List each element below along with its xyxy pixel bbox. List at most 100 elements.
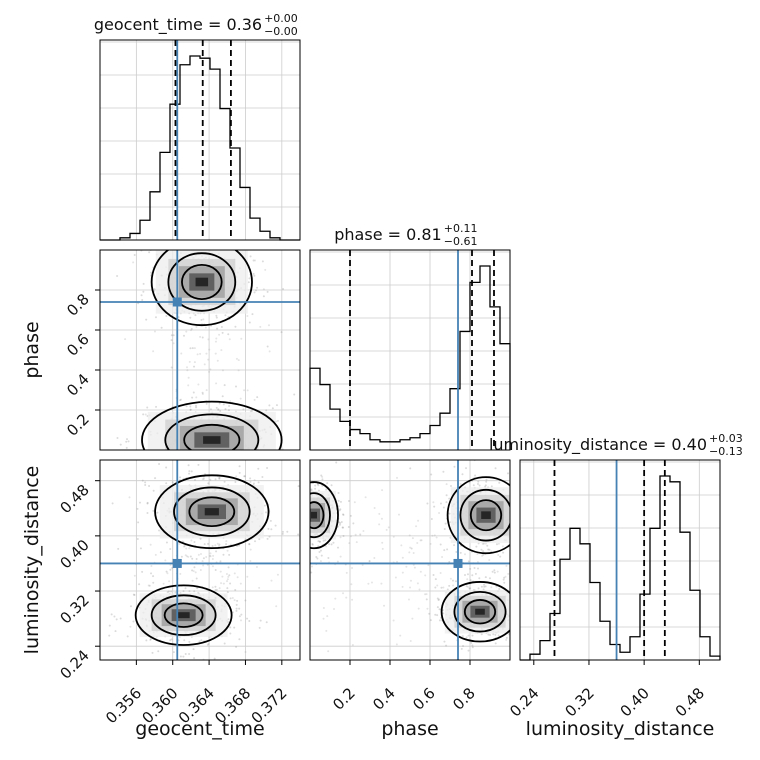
sample-point [301, 534, 303, 536]
sample-point [321, 475, 324, 478]
sample-point [226, 549, 229, 552]
sample-point [505, 564, 508, 567]
sample-point [515, 528, 517, 530]
sample-point [523, 509, 525, 511]
sample-point [219, 410, 222, 413]
sample-point [189, 408, 192, 411]
sample-point [148, 485, 151, 488]
sample-point [221, 575, 224, 578]
sample-point [194, 571, 197, 574]
sample-point [152, 492, 154, 494]
sample-point [207, 542, 210, 545]
sample-point [517, 520, 519, 522]
sample-point [290, 494, 292, 496]
sample-point [267, 527, 270, 530]
sample-point [483, 583, 486, 586]
sample-point [174, 591, 177, 594]
sample-point [249, 255, 252, 258]
sample-point [285, 445, 287, 447]
contour-line [141, 400, 283, 450]
sample-point [255, 289, 258, 292]
sample-point [195, 451, 197, 453]
sample-point [340, 521, 343, 524]
sample-point [246, 575, 249, 578]
sample-point [468, 587, 471, 590]
sample-point [229, 400, 232, 403]
sample-point [535, 524, 537, 526]
sample-point [461, 635, 464, 638]
sample-point [153, 330, 156, 333]
sample-point [465, 585, 468, 588]
sample-point [400, 544, 403, 547]
sample-point [305, 528, 307, 530]
sample-point [191, 569, 194, 572]
panel-frame [309, 459, 511, 661]
sample-point [138, 501, 141, 504]
sample-point [513, 514, 515, 516]
sample-point [515, 523, 517, 525]
sample-point [207, 451, 209, 453]
sample-point [234, 385, 237, 388]
sample-point [306, 496, 308, 498]
sample-point [245, 244, 247, 246]
sample-point [125, 440, 128, 443]
sample-point [311, 543, 314, 546]
sample-point [438, 598, 441, 601]
sample-point [513, 617, 515, 619]
sample-point [205, 467, 207, 469]
sample-point [261, 237, 263, 239]
title-minus: −0.61 [444, 235, 478, 248]
sample-point [220, 349, 223, 352]
sample-point [184, 544, 187, 547]
sample-point [233, 451, 235, 453]
sample-point [408, 551, 411, 554]
sample-point [170, 638, 173, 641]
sample-point [448, 560, 451, 563]
sample-point [281, 532, 284, 535]
sample-point [459, 482, 462, 485]
sample-point [387, 526, 390, 529]
sample-point [256, 286, 259, 289]
sample-point [146, 512, 149, 515]
density-block [475, 608, 485, 615]
sample-point [339, 500, 342, 503]
sample-point [516, 623, 518, 625]
sample-point [289, 518, 291, 520]
sample-point [511, 541, 513, 543]
sample-point [197, 469, 199, 471]
sample-point [274, 524, 277, 527]
sample-point [261, 260, 264, 263]
sample-point [133, 254, 136, 257]
sample-point [253, 398, 256, 401]
sample-point [448, 497, 451, 500]
sample-point [132, 620, 135, 623]
sample-point [258, 453, 260, 455]
sample-point [317, 484, 320, 487]
sample-point [221, 149, 223, 151]
sample-point [459, 551, 462, 554]
sample-point [452, 579, 455, 582]
sample-point [167, 590, 170, 593]
sample-point [368, 560, 371, 563]
sample-point [152, 350, 155, 353]
sample-point [361, 563, 364, 566]
sample-point [310, 488, 313, 491]
sample-point [516, 553, 518, 555]
sample-point [228, 574, 231, 577]
sample-point [444, 522, 447, 525]
sample-point [128, 496, 131, 499]
sample-point [401, 556, 404, 559]
sample-point [216, 327, 219, 330]
sample-point [411, 617, 414, 620]
sample-point [302, 499, 304, 501]
sample-point [200, 465, 202, 467]
sample-point [193, 365, 196, 368]
sample-point [148, 251, 151, 254]
sample-point [150, 564, 153, 567]
sample-point [193, 566, 196, 569]
sample-point [401, 571, 404, 574]
sample-point [489, 634, 492, 637]
sample-point [171, 451, 173, 453]
sample-point [192, 648, 195, 651]
sample-point [351, 598, 354, 601]
